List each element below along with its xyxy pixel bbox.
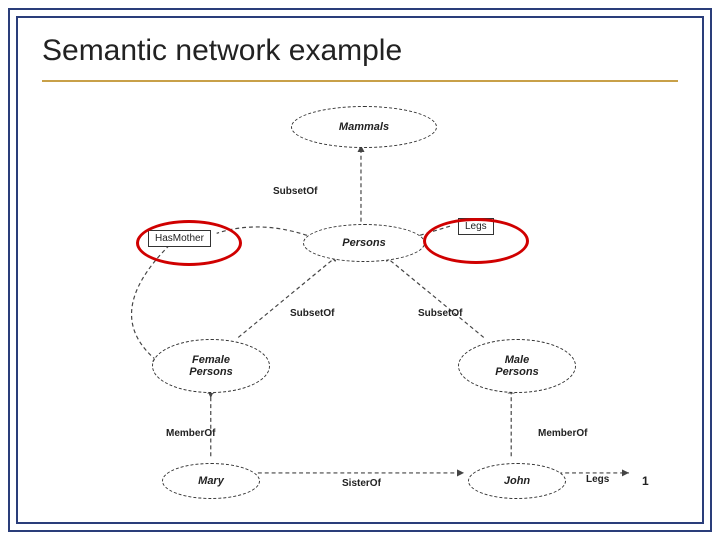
slide-outer-frame: Semantic network example	[8, 8, 712, 532]
slide-title: Semantic network example	[42, 34, 402, 68]
node-mammals: Mammals	[291, 106, 437, 148]
node-john: John	[468, 463, 566, 499]
highlight-hasmother	[136, 220, 242, 266]
label-memberof-left: MemberOf	[166, 428, 215, 439]
terminal-value: 1	[642, 474, 649, 488]
label-subsetof-top: SubsetOf	[273, 186, 317, 197]
label-subsetof-right: SubsetOf	[418, 308, 462, 319]
title-rule	[42, 80, 678, 82]
label-sisterof: SisterOf	[342, 478, 381, 489]
node-male-persons: Male Persons	[458, 339, 576, 393]
label-memberof-right: MemberOf	[538, 428, 587, 439]
node-mary: Mary	[162, 463, 260, 499]
slide-inner-frame: Semantic network example	[16, 16, 704, 524]
label-legs-right: Legs	[586, 474, 609, 485]
diagram-stage: Mammals Persons Female Persons Male Pers…	[18, 90, 702, 522]
node-persons: Persons	[303, 224, 425, 262]
node-female-persons: Female Persons	[152, 339, 270, 393]
highlight-legs	[423, 218, 529, 264]
edge-layer	[18, 90, 702, 522]
label-subsetof-left: SubsetOf	[290, 308, 334, 319]
